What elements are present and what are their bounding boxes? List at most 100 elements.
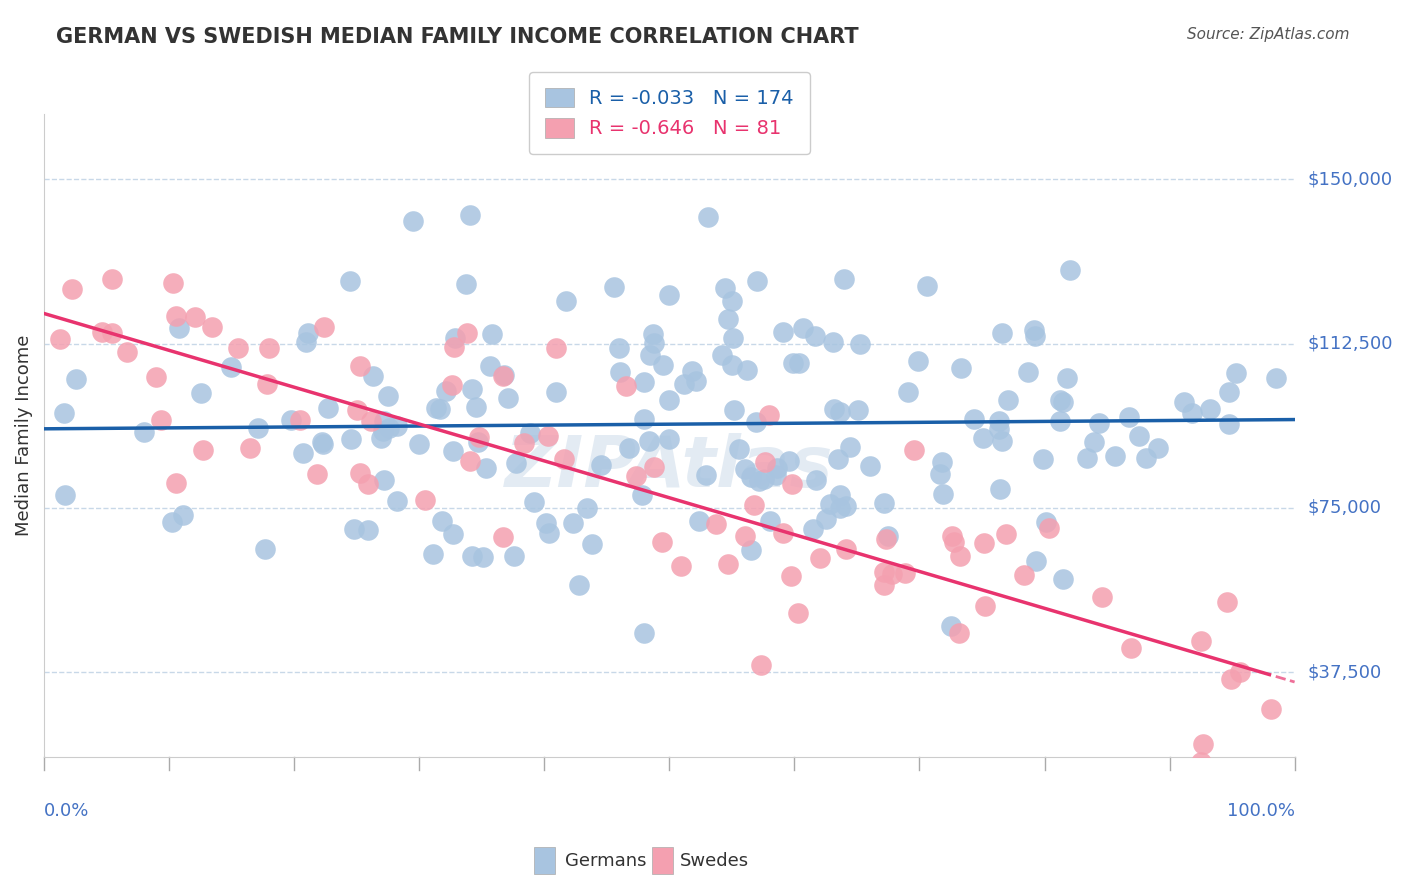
Point bbox=[1049, 393, 1071, 408]
Point bbox=[254, 541, 277, 556]
Point bbox=[695, 468, 717, 483]
Point bbox=[1052, 572, 1074, 586]
Point bbox=[172, 508, 194, 522]
Point bbox=[117, 345, 139, 359]
Point bbox=[505, 456, 527, 470]
Point bbox=[150, 413, 173, 427]
Point bbox=[534, 516, 557, 530]
Point bbox=[512, 436, 534, 450]
Point bbox=[1025, 554, 1047, 568]
Point bbox=[246, 421, 269, 435]
Point bbox=[696, 210, 718, 224]
Point bbox=[1049, 414, 1071, 428]
Point bbox=[292, 446, 315, 460]
Point bbox=[681, 364, 703, 378]
Point bbox=[343, 522, 366, 536]
Point bbox=[988, 414, 1011, 428]
Point bbox=[657, 393, 679, 408]
Point bbox=[162, 276, 184, 290]
Point bbox=[828, 501, 851, 516]
Point bbox=[1032, 452, 1054, 467]
Point bbox=[441, 444, 464, 458]
Point bbox=[1090, 591, 1112, 605]
Point bbox=[758, 408, 780, 422]
Point bbox=[460, 454, 482, 468]
Point bbox=[651, 358, 673, 372]
Point bbox=[882, 566, 904, 581]
Point bbox=[823, 402, 845, 417]
Point bbox=[740, 469, 762, 483]
Point bbox=[311, 435, 333, 450]
Point bbox=[226, 342, 249, 356]
Point bbox=[546, 384, 568, 399]
Point bbox=[748, 474, 770, 488]
Point bbox=[786, 607, 808, 621]
Point bbox=[312, 436, 335, 450]
Point bbox=[633, 375, 655, 389]
Point bbox=[184, 310, 207, 324]
Point bbox=[780, 568, 803, 582]
Point bbox=[1024, 323, 1046, 337]
Point bbox=[734, 529, 756, 543]
Point bbox=[167, 320, 190, 334]
Point bbox=[828, 488, 851, 502]
Point bbox=[818, 497, 841, 511]
Point bbox=[638, 348, 661, 362]
Point bbox=[688, 514, 710, 528]
Point bbox=[145, 369, 167, 384]
Point bbox=[734, 462, 756, 476]
Point bbox=[806, 473, 828, 487]
Point bbox=[1038, 521, 1060, 535]
Point bbox=[1012, 568, 1035, 582]
Bar bbox=[652, 847, 672, 874]
Point bbox=[538, 525, 561, 540]
Text: ZIPAtlas: ZIPAtlas bbox=[505, 434, 834, 502]
Point bbox=[928, 467, 950, 482]
Point bbox=[903, 443, 925, 458]
Point bbox=[346, 402, 368, 417]
Point bbox=[90, 325, 112, 339]
Point bbox=[60, 282, 83, 296]
Point bbox=[1225, 366, 1247, 380]
Point bbox=[402, 214, 425, 228]
Point bbox=[1191, 737, 1213, 751]
Point bbox=[312, 320, 335, 334]
Point bbox=[280, 413, 302, 427]
Point bbox=[1056, 371, 1078, 385]
Point bbox=[1216, 594, 1239, 608]
Text: $112,500: $112,500 bbox=[1308, 334, 1392, 352]
Point bbox=[101, 326, 124, 341]
Point bbox=[441, 377, 464, 392]
Point bbox=[603, 280, 626, 294]
Point bbox=[754, 455, 776, 469]
Point bbox=[357, 476, 380, 491]
Point bbox=[576, 501, 599, 516]
Point bbox=[492, 368, 515, 383]
Point bbox=[1218, 385, 1240, 400]
Point bbox=[974, 599, 997, 614]
Point bbox=[835, 499, 858, 513]
Point bbox=[752, 472, 775, 486]
Point bbox=[1181, 406, 1204, 420]
Point bbox=[745, 416, 768, 430]
Point bbox=[162, 516, 184, 530]
Point bbox=[1133, 764, 1156, 778]
Point bbox=[766, 461, 789, 475]
Point bbox=[413, 492, 436, 507]
Point bbox=[356, 523, 378, 537]
Point bbox=[1135, 450, 1157, 465]
Point bbox=[631, 488, 654, 502]
Text: 100.0%: 100.0% bbox=[1226, 803, 1295, 821]
Point bbox=[782, 356, 804, 370]
Point bbox=[297, 326, 319, 340]
Point bbox=[633, 412, 655, 426]
Point bbox=[1083, 434, 1105, 449]
Point bbox=[468, 430, 491, 444]
Point bbox=[1121, 640, 1143, 655]
Point bbox=[339, 432, 361, 446]
Point bbox=[1218, 417, 1240, 431]
Point bbox=[717, 312, 740, 326]
Point bbox=[430, 515, 453, 529]
Point bbox=[456, 277, 478, 292]
Point bbox=[472, 550, 495, 565]
